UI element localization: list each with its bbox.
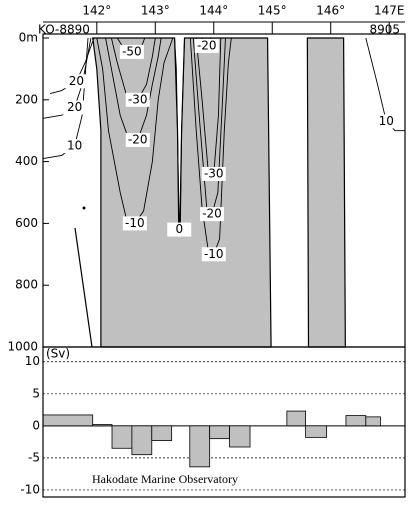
x-tick-label: 145° xyxy=(258,4,287,18)
contour-label-bg xyxy=(374,114,399,129)
contour-label-bg xyxy=(201,166,226,181)
y-tick-label: 800 xyxy=(15,278,38,292)
contour-label-bg xyxy=(125,132,150,147)
annotation: Hakodate Marine Observatory xyxy=(92,472,238,486)
bar xyxy=(92,424,113,427)
contour-label: -10 xyxy=(125,216,145,230)
x-tick-label: 142° xyxy=(82,4,111,18)
contour-label: -30 xyxy=(128,92,148,106)
x-tick-label: 144° xyxy=(199,4,228,18)
contour-label: 20 xyxy=(67,100,82,114)
y-tick-label: -10 xyxy=(20,482,40,496)
y-tick-label: 200 xyxy=(15,92,38,106)
y-tick-label: 10 xyxy=(25,354,40,368)
contour-label-bg xyxy=(122,216,147,231)
bar xyxy=(151,425,173,441)
x-tick-label: 143° xyxy=(141,4,170,18)
bar xyxy=(209,425,230,440)
shaded-region xyxy=(306,37,346,348)
contour-label: -50 xyxy=(122,44,142,58)
contour-label: -20 xyxy=(202,207,222,221)
contour-label: -30 xyxy=(204,166,224,180)
contour-label-bg xyxy=(201,247,226,262)
bar xyxy=(111,425,133,449)
station-dot xyxy=(82,206,86,210)
y-tick-label: -5 xyxy=(28,450,40,464)
plot-frame xyxy=(42,346,406,498)
contour-label-bg xyxy=(64,74,89,89)
y-tick-label: 400 xyxy=(15,154,38,168)
bar xyxy=(305,425,328,438)
y-tick-label: 600 xyxy=(15,216,38,230)
shaded-region xyxy=(92,37,272,348)
station-label: KO-8890 xyxy=(38,23,90,37)
contour-label: 0 xyxy=(175,222,183,236)
bar xyxy=(131,425,153,456)
y-tick-label: 0 xyxy=(32,418,40,432)
bar xyxy=(286,410,306,427)
bar xyxy=(229,425,251,448)
bar xyxy=(189,425,211,468)
contour-label: 20 xyxy=(69,74,84,88)
contour-label-bg xyxy=(62,139,87,154)
contour-label-bg xyxy=(62,100,87,115)
contour-label: -20 xyxy=(128,132,148,146)
y-tick-label: 5 xyxy=(32,386,40,400)
y-tick-label: 0m xyxy=(19,31,38,45)
contour-label-bg xyxy=(194,39,219,53)
contour-label: -10 xyxy=(204,247,224,261)
y-tick-label: 1000 xyxy=(7,340,38,354)
contour-label-bg xyxy=(119,44,144,59)
contour-label: 10 xyxy=(67,139,82,153)
bar xyxy=(345,415,367,427)
bar xyxy=(365,416,381,427)
contour-label-bg xyxy=(200,207,225,222)
x-tick-label: 147E xyxy=(374,4,405,18)
contour-label: -20 xyxy=(197,39,217,53)
contour-label-bg xyxy=(167,222,192,237)
station-line xyxy=(74,227,93,348)
station-label: 8905 xyxy=(369,23,400,37)
contour-label: 10 xyxy=(379,114,394,128)
y-axis-label: (Sv) xyxy=(46,347,70,361)
x-tick-label: 146° xyxy=(316,4,345,18)
contour-label-bg xyxy=(125,92,150,107)
bar xyxy=(42,414,94,427)
